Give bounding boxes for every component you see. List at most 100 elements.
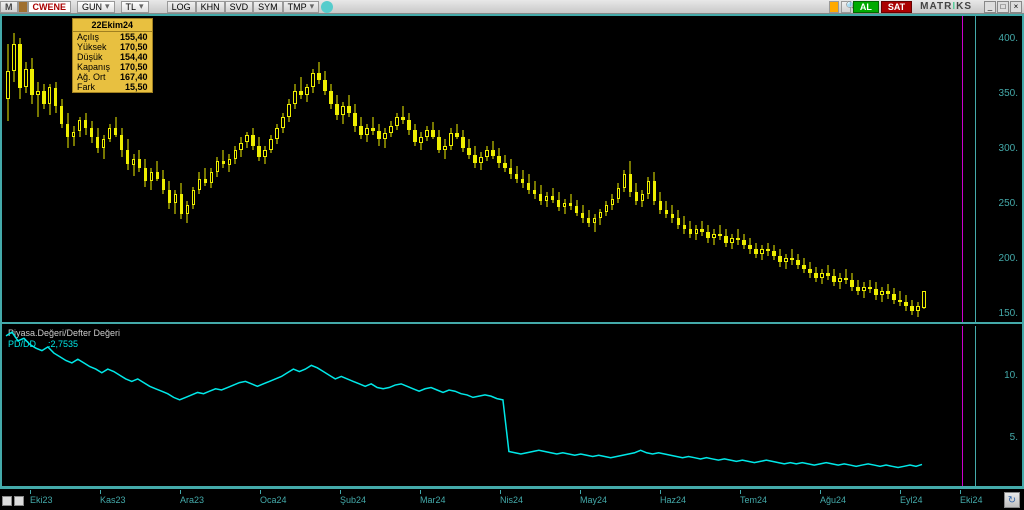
close-icon[interactable]: × [1010,1,1022,13]
minimize-icon[interactable]: _ [984,1,996,13]
candle [228,154,232,173]
candle [551,188,555,203]
cursor-line [962,326,963,486]
candle [245,132,249,149]
ohlc-row: Yüksek170,50 [73,42,152,52]
candle [347,95,351,117]
x-tick-label: Oca24 [260,495,287,505]
candle [72,126,76,146]
tmp-button[interactable]: TMP▾ [283,1,320,13]
candle [467,139,471,159]
currency-button[interactable]: TL▾ [121,1,149,13]
candle [922,291,926,309]
candle [497,148,501,168]
x-tick [500,490,501,494]
candle [54,82,58,113]
candle [419,132,423,151]
indicator-pane[interactable]: Piyasa.Değeri/Defter Değeri PD/DD:2,7535… [2,326,1022,486]
sell-button[interactable]: SAT [881,1,912,13]
candle [281,113,285,133]
x-tick-label: Eki23 [30,495,53,505]
candle [611,194,615,209]
ohlc-row: Fark15,50 [73,82,152,92]
tool-icon[interactable] [2,496,12,506]
buy-button[interactable]: AL [853,1,879,13]
candle [437,130,441,153]
sym-button[interactable]: SYM [253,1,283,13]
candle [880,287,884,302]
candle [832,269,836,286]
y-tick-label: 200. [999,253,1018,264]
candle [742,234,746,249]
chevron-down-icon: ▾ [139,1,144,12]
candle [677,210,681,230]
candle [305,84,309,102]
candle [892,288,896,305]
x-axis: ↻ Eki23Kas23Ara23Oca24Şub24Mar24Nis24May… [0,488,1024,510]
app-icon[interactable]: M [0,1,18,13]
candle [323,71,327,95]
candle [287,99,291,122]
x-tick-label: Ara23 [180,495,204,505]
chevron-down-icon: ▾ [105,1,110,12]
candle [299,77,303,99]
period-button[interactable]: GUN▾ [77,1,115,13]
candle [557,192,561,211]
x-tick [260,490,261,494]
search-icon[interactable]: 🔍 [841,1,851,13]
x-tick-label: Eki24 [960,495,983,505]
khn-button[interactable]: KHN [196,1,225,13]
candle [886,284,890,298]
candle [766,243,770,256]
main-chart-pane[interactable]: 22Ekim24 Açılış155,40Yüksek170,50Düşük15… [2,16,1022,324]
candle [317,62,321,84]
toolbar: M CWENE GUN▾ TL▾ LOG KHN SVD SYM TMP▾ 🔍 … [0,0,1024,14]
candle [90,121,94,143]
y-tick-label: 400. [999,33,1018,44]
candle [581,205,585,223]
alert-icon[interactable] [829,1,839,13]
x-tick [340,490,341,494]
candle [862,282,866,297]
candle [718,225,722,240]
candle [335,95,339,120]
y-tick-label: 350. [999,88,1018,99]
candle [521,170,525,188]
candle [808,262,812,277]
ticker-symbol[interactable]: CWENE [28,1,72,13]
candle [545,192,549,207]
candle [269,135,273,154]
candle [874,282,878,300]
candle [856,280,860,295]
refresh-icon[interactable]: ↻ [1004,492,1020,508]
candle [18,38,22,99]
svd-button[interactable]: SVD [225,1,254,13]
candle [778,249,782,267]
candle [593,214,597,232]
log-button[interactable]: LOG [167,1,196,13]
candle [796,254,800,269]
candle [748,238,752,253]
candle [695,225,699,240]
candle [736,229,740,244]
candle [180,183,184,219]
candle [126,139,130,170]
candle [239,137,243,157]
candle [587,210,591,228]
candle [730,234,734,249]
tool-icon[interactable] [14,496,24,506]
twitter-icon[interactable] [321,1,333,13]
candle [198,172,202,194]
candle [671,205,675,223]
candle [760,245,764,260]
candle [108,124,112,143]
candle [371,117,375,135]
x-tick [900,490,901,494]
x-tick-label: Nis24 [500,495,523,505]
indicator-line [2,326,924,486]
candle [359,117,363,139]
brand-logo: MATRIKS [914,1,978,12]
chart-type-icon[interactable] [18,1,28,13]
candle [353,104,357,132]
maximize-icon[interactable]: □ [997,1,1009,13]
